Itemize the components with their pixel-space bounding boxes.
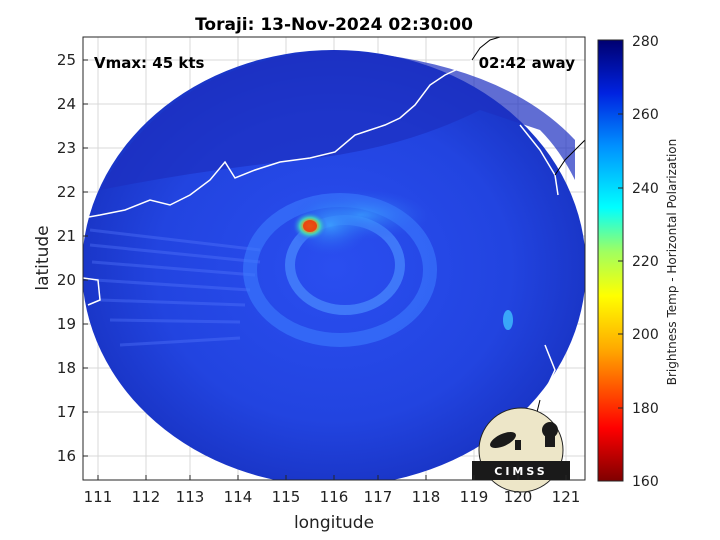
x-tick: 118 xyxy=(412,488,441,506)
x-tick: 119 xyxy=(460,488,489,506)
y-tick: 17 xyxy=(57,403,76,421)
vmax-label: Vmax: 45 kts xyxy=(94,54,204,72)
y-axis: 25 24 23 22 21 20 19 18 17 16 latitude xyxy=(33,51,88,465)
y-tick: 24 xyxy=(57,95,76,113)
colorbar-tick: 200 xyxy=(632,327,659,343)
land-region xyxy=(100,50,575,190)
x-tick: 121 xyxy=(552,488,581,506)
x-tick: 115 xyxy=(272,488,301,506)
y-tick: 16 xyxy=(57,447,76,465)
logo-dish xyxy=(490,431,516,449)
colorbar-tick: 220 xyxy=(632,254,659,270)
colorbar-label: Brightness Temp - Horizontal Polarizatio… xyxy=(665,139,679,386)
y-axis-label: latitude xyxy=(33,225,53,290)
logo-banner xyxy=(472,461,570,480)
satellite-swath xyxy=(83,37,585,480)
y-tick: 22 xyxy=(57,183,76,201)
y-tick: 25 xyxy=(57,51,76,69)
x-tick: 113 xyxy=(176,488,205,506)
y-tick: 23 xyxy=(57,139,76,157)
colorbar-tick: 180 xyxy=(632,401,659,417)
coastline-taiwan xyxy=(519,124,559,196)
coastline-outside-east xyxy=(554,139,585,176)
coastline-philippines xyxy=(539,344,556,401)
colorbar-tick: 240 xyxy=(632,181,659,197)
x-tick: 114 xyxy=(224,488,253,506)
colorbar: 280 260 240 220 200 180 160 Brightness T… xyxy=(597,34,679,490)
logo-text: CIMSS xyxy=(494,465,547,478)
cloud-feature xyxy=(503,310,513,330)
x-axis: 111 112 113 114 115 116 117 118 119 120 … xyxy=(84,475,581,533)
figure-title: Toraji: 13-Nov-2024 02:30:00 xyxy=(195,15,473,35)
time-away-label: 02:42 away xyxy=(479,54,576,72)
logo-tank xyxy=(542,422,558,438)
y-tick: 21 xyxy=(57,227,76,245)
x-tick: 116 xyxy=(320,488,349,506)
x-axis-label: longitude xyxy=(294,513,374,533)
y-tick: 20 xyxy=(57,271,76,289)
logo-dish-stand xyxy=(515,440,521,450)
x-tick: 112 xyxy=(132,488,161,506)
colorbar-tick: 160 xyxy=(632,474,659,490)
x-tick: 117 xyxy=(364,488,393,506)
x-tick: 120 xyxy=(504,488,533,506)
scan-streaks xyxy=(89,228,261,347)
storm-core-hot xyxy=(303,220,317,232)
x-tick: 111 xyxy=(84,488,113,506)
coastline-hainan xyxy=(83,277,101,306)
y-tick: 19 xyxy=(57,315,76,333)
coastline-outside-north xyxy=(471,37,501,61)
y-tick: 18 xyxy=(57,359,76,377)
plot-area: Vmax: 45 kts 02:42 away CIMSS xyxy=(82,36,586,493)
colorbar-tick: 280 xyxy=(632,34,659,50)
cimss-logo: CIMSS xyxy=(472,407,570,493)
coastline-china xyxy=(83,59,473,219)
colorbar-tick: 260 xyxy=(632,107,659,123)
